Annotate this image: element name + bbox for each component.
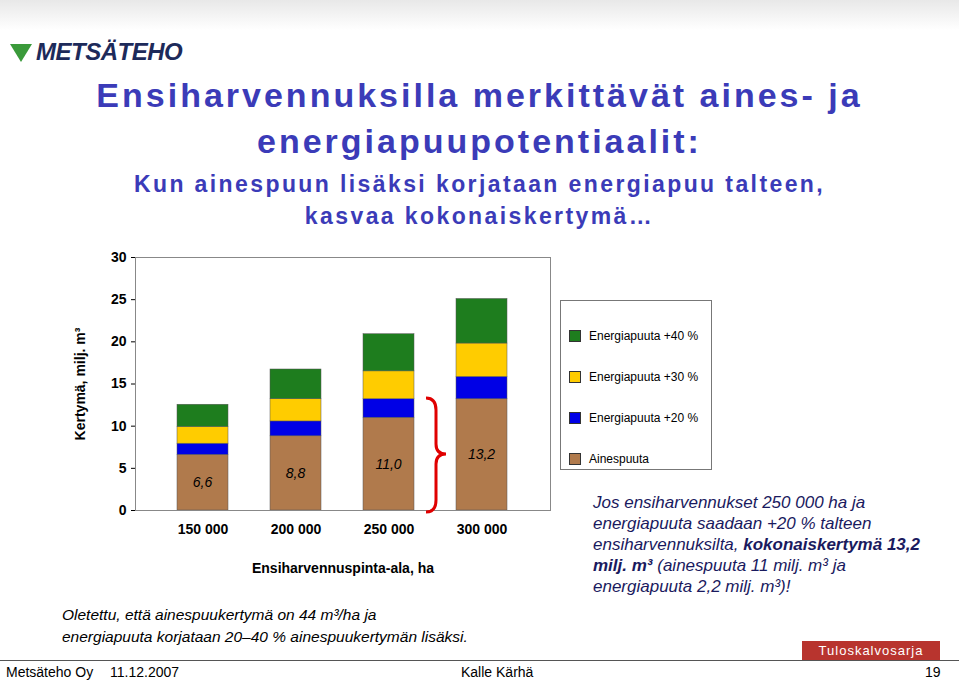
svg-text:5: 5 (119, 460, 127, 476)
svg-text:Kertymä, milj. m³: Kertymä, milj. m³ (72, 327, 88, 440)
html-text:Oletettu, että ainespuukertymä: Oletettu, että ainespuukertymä on 44 m³/… (62, 606, 377, 623)
html-text:Energiapuuta +40 %: Energiapuuta +40 % (589, 328, 699, 343)
html-text:Kalle Kärhä: Kalle Kärhä (461, 664, 534, 680)
html-text:Jos ensiharvennukset 250 000 h: Jos ensiharvennukset 250 000 ha ja energ… (593, 493, 920, 596)
html-text:Tuloskalvosarja: Tuloskalvosarja (818, 643, 924, 658)
svg-text:200 000: 200 000 (271, 521, 322, 537)
html-text:Energiapuuta +30 %: Energiapuuta +30 % (589, 369, 699, 384)
svg-text:6,6: 6,6 (193, 474, 213, 490)
svg-text:0: 0 (119, 502, 127, 518)
svg-text:150 000: 150 000 (178, 521, 229, 537)
svg-text:13,2: 13,2 (468, 446, 495, 462)
html-text:energiapuuta korjataan 20–40 %: energiapuuta korjataan 20–40 % ainespuuk… (62, 628, 468, 645)
html-text:energiapuupotentiaalit:: energiapuupotentiaalit: (257, 122, 702, 160)
svg-text:20: 20 (111, 333, 127, 349)
svg-text:10: 10 (111, 418, 127, 434)
html-text:11.12.2007: 11.12.2007 (110, 664, 179, 680)
svg-text:25: 25 (111, 291, 127, 307)
svg-text:8,8: 8,8 (286, 465, 306, 481)
html-text:Ensiharvennuksilla merkittävät: Ensiharvennuksilla merkittävät aines- ja (96, 76, 863, 114)
html-text:METSÄTEHO: METSÄTEHO (36, 38, 183, 65)
svg-text:15: 15 (111, 375, 127, 391)
html-text:Kun ainespuun lisäksi korjataa: Kun ainespuun lisäksi korjataan energiap… (133, 171, 826, 197)
svg-text:300 000: 300 000 (457, 521, 508, 537)
html-text:Ainespuuta: Ainespuuta (589, 451, 649, 466)
html-text:Metsäteho Oy: Metsäteho Oy (6, 664, 94, 680)
svg-text:250 000: 250 000 (364, 521, 415, 537)
html-text:Energiapuuta +20 %: Energiapuuta +20 % (589, 410, 699, 425)
svg-text:30: 30 (111, 249, 127, 265)
svg-text:Ensiharvennuspinta-ala, ha: Ensiharvennuspinta-ala, ha (252, 560, 434, 576)
html-text:19: 19 (925, 664, 941, 680)
html-text:kasvaa kokonaiskertymä…: kasvaa kokonaiskertymä… (304, 203, 655, 229)
svg-text:11,0: 11,0 (375, 456, 401, 472)
